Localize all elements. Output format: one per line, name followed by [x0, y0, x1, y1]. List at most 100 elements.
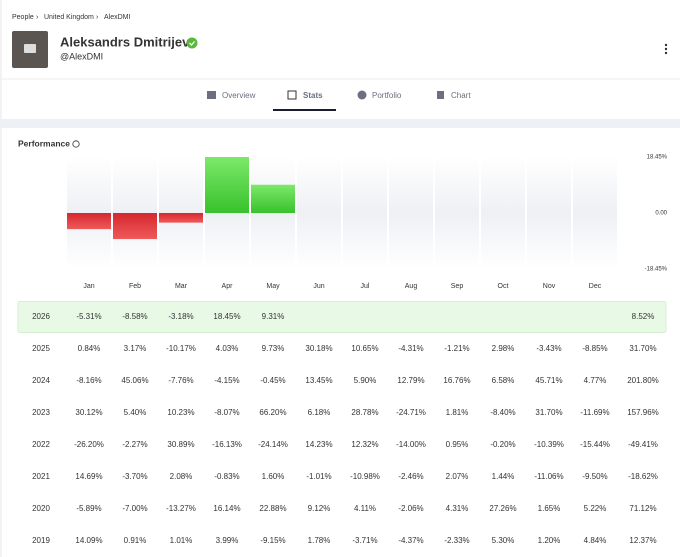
- y-tick-label: 0.00: [655, 211, 667, 217]
- column-background: [527, 157, 571, 269]
- month-cell: 1.78%: [308, 536, 331, 545]
- info-icon[interactable]: [72, 140, 80, 148]
- tab[interactable]: Portfolio: [372, 91, 402, 100]
- more-menu[interactable]: [664, 43, 668, 55]
- month-cell: -0.45%: [260, 376, 285, 385]
- month-cell: -3.70%: [122, 472, 147, 481]
- verified-check: [189, 41, 195, 46]
- month-cell: 1.01%: [170, 536, 193, 545]
- month-cell: -5.31%: [76, 312, 101, 321]
- bar: [251, 184, 295, 213]
- year-cell: 2019: [32, 536, 50, 545]
- month-cell: 3.17%: [124, 344, 147, 353]
- verified-badge: [186, 37, 198, 49]
- month-cell: -8.85%: [582, 344, 607, 353]
- total-cell: 71.12%: [629, 504, 656, 513]
- month-cell: -1.01%: [306, 472, 331, 481]
- month-cell: 5.90%: [354, 376, 377, 385]
- month-cell: -24.14%: [258, 440, 288, 449]
- column-background: [435, 157, 479, 269]
- bar: [159, 213, 203, 223]
- x-tick-label: Jun: [313, 283, 324, 290]
- month-cell: 4.03%: [216, 344, 239, 353]
- tab-icon: [207, 91, 216, 99]
- month-cell: -3.43%: [536, 344, 561, 353]
- month-cell: 16.14%: [213, 504, 240, 513]
- month-cell: 14.23%: [305, 440, 332, 449]
- total-cell: -18.62%: [628, 472, 658, 481]
- month-cell: -9.15%: [260, 536, 285, 545]
- month-cell: -16.13%: [212, 440, 242, 449]
- tab-icon: [287, 90, 297, 100]
- total-cell: 157.96%: [627, 408, 659, 417]
- month-cell: -8.58%: [122, 312, 147, 321]
- month-cell: 9.73%: [262, 344, 285, 353]
- month-cell: -2.33%: [444, 536, 469, 545]
- x-tick-label: Aug: [405, 283, 418, 290]
- y-tick-label: 18.45%: [647, 155, 668, 161]
- month-cell: -1.21%: [444, 344, 469, 353]
- breadcrumb-item[interactable]: People: [12, 14, 34, 21]
- month-cell: 28.78%: [351, 408, 378, 417]
- x-tick-label: Feb: [129, 283, 141, 290]
- year-cell: 2026: [32, 312, 50, 321]
- month-cell: -10.98%: [350, 472, 380, 481]
- year-cell: 2025: [32, 344, 50, 353]
- month-cell: 6.18%: [308, 408, 331, 417]
- bar: [113, 213, 157, 240]
- column-background: [389, 157, 433, 269]
- month-cell: 13.45%: [305, 376, 332, 385]
- month-cell: 1.20%: [538, 536, 561, 545]
- month-cell: 66.20%: [259, 408, 286, 417]
- month-cell: 18.45%: [213, 312, 240, 321]
- section-title: Performance: [18, 138, 70, 148]
- total-cell: 31.70%: [629, 344, 656, 353]
- month-cell: 5.40%: [124, 408, 147, 417]
- month-cell: 1.81%: [446, 408, 469, 417]
- month-cell: 10.65%: [351, 344, 378, 353]
- month-cell: 4.11%: [354, 504, 376, 513]
- month-cell: 5.22%: [584, 504, 607, 513]
- month-cell: 22.88%: [259, 504, 286, 513]
- month-cell: 14.09%: [75, 536, 102, 545]
- x-tick-label: May: [266, 283, 280, 290]
- tab[interactable]: Overview: [222, 91, 256, 100]
- separator: ›: [96, 14, 99, 21]
- section-gap: [0, 119, 680, 128]
- month-cell: -0.20%: [490, 440, 515, 449]
- month-cell: 4.77%: [584, 376, 607, 385]
- month-cell: -7.76%: [168, 376, 193, 385]
- month-cell: 6.58%: [492, 376, 515, 385]
- month-cell: -10.17%: [166, 344, 196, 353]
- y-tick-label: -18.45%: [645, 267, 668, 273]
- profile-handle: @AlexDMI: [60, 51, 103, 61]
- month-cell: 2.07%: [446, 472, 469, 481]
- breadcrumb-item[interactable]: AlexDMI: [104, 14, 131, 21]
- x-tick-label: Nov: [543, 283, 556, 290]
- month-cell: -9.50%: [582, 472, 607, 481]
- month-cell: -3.71%: [352, 536, 377, 545]
- month-cell: -0.83%: [214, 472, 239, 481]
- column-background: [343, 157, 387, 269]
- month-cell: 12.32%: [351, 440, 378, 449]
- x-tick-label: Apr: [222, 283, 234, 290]
- month-cell: -7.00%: [122, 504, 147, 513]
- month-cell: -24.71%: [396, 408, 426, 417]
- month-cell: -8.07%: [214, 408, 239, 417]
- month-cell: 4.84%: [584, 536, 607, 545]
- month-cell: -2.27%: [122, 440, 147, 449]
- year-cell: 2021: [32, 472, 50, 481]
- tab[interactable]: Chart: [451, 91, 471, 100]
- breadcrumb-item[interactable]: United Kingdom: [44, 14, 94, 21]
- month-cell: 1.60%: [262, 472, 285, 481]
- month-cell: 16.76%: [443, 376, 470, 385]
- x-tick-label: Sep: [451, 283, 464, 290]
- tab[interactable]: Stats: [303, 91, 323, 100]
- year-cell: 2023: [32, 408, 50, 417]
- year-cell: 2024: [32, 376, 50, 385]
- column-background: [481, 157, 525, 269]
- month-cell: -8.40%: [490, 408, 515, 417]
- month-cell: 12.79%: [397, 376, 424, 385]
- avatar-icon: [24, 44, 36, 53]
